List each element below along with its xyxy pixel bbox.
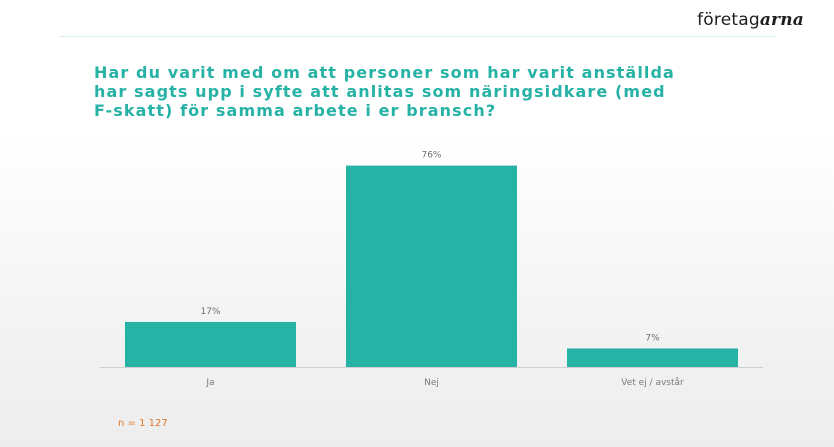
chart-title-line-3: F-skatt) för samma arbete i er bransch? (94, 101, 497, 120)
bar-nej (346, 165, 517, 367)
bar-vet-ej-avst-r (567, 348, 738, 367)
foretagarna-logo: företagarna (697, 10, 804, 30)
x-tick-label-ja: Ja (205, 378, 214, 388)
logo-text-regular: företag (697, 10, 760, 30)
data-label-nej: 76% (421, 151, 441, 161)
logo-text-italic: arna (759, 10, 804, 30)
data-label-ja: 17% (200, 307, 220, 317)
sample-size-label: n = 1 127 (118, 418, 168, 429)
x-tick-label-nej: Nej (424, 378, 439, 388)
x-tick-label-vet-ej-avst-r: Vet ej / avstår (621, 377, 684, 388)
header-divider (60, 36, 776, 37)
chart-title-line-1: Har du varit med om att personer som har… (94, 63, 675, 82)
chart-title-line-2: har sagts upp i syfte att anlitas som nä… (94, 82, 666, 101)
bar-ja (125, 321, 296, 367)
chart-title: Har du varit med om att personer som har… (94, 63, 794, 120)
data-label-vet-ej-avst-r: 7% (645, 333, 660, 343)
